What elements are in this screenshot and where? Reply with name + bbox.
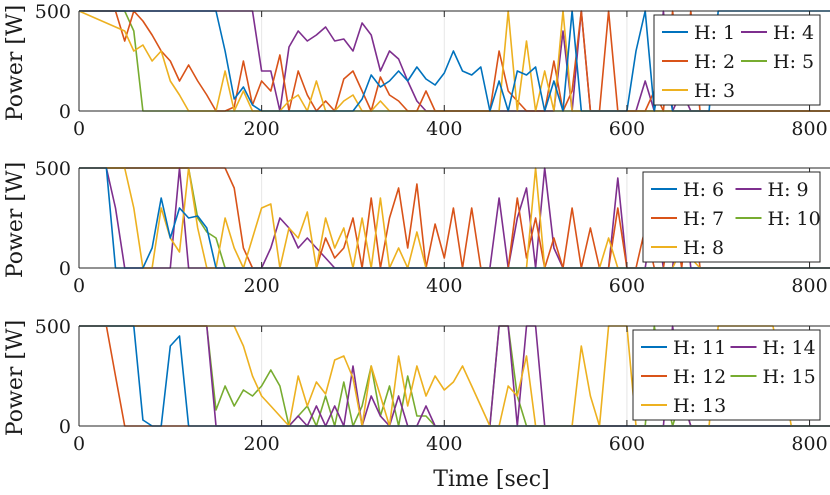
y-tick-label: 0 <box>59 416 71 438</box>
x-tick-label: 0 <box>73 275 85 297</box>
x-tick-label: 600 <box>609 275 645 297</box>
legend-label: H: 9 <box>768 179 809 201</box>
y-axis-label: Power [W] <box>3 320 28 436</box>
legend-label: H: 12 <box>673 366 726 388</box>
x-tick-label: 400 <box>426 275 462 297</box>
x-tick-label: 200 <box>244 275 280 297</box>
legend-label: H: 11 <box>673 337 726 359</box>
legend-label: H: 14 <box>763 337 816 359</box>
y-axis-label: Power [W] <box>3 162 28 278</box>
y-axis-label: Power [W] <box>3 5 28 121</box>
legend-label: H: 4 <box>773 22 814 44</box>
x-tick-label: 400 <box>426 433 462 455</box>
legend-label: H: 5 <box>773 51 814 73</box>
x-tick-label: 800 <box>791 118 827 140</box>
x-axis-label: Time [sec] <box>433 467 549 492</box>
legend-label: H: 6 <box>683 179 724 201</box>
y-tick-label: 0 <box>59 258 71 280</box>
y-tick-label: 500 <box>35 316 71 338</box>
y-tick-label: 0 <box>59 101 71 123</box>
x-tick-label: 800 <box>791 275 827 297</box>
panel-3: 0 200 400 600 800 0 500 Power [W] Time [sec] H: 1… <box>3 316 830 492</box>
legend-label: H: 10 <box>768 208 821 230</box>
x-tick-label: 800 <box>791 433 827 455</box>
y-tick-label: 500 <box>35 158 71 180</box>
legend-label: H: 13 <box>673 395 726 417</box>
y-tick-label: 500 <box>35 1 71 23</box>
legend-label: H: 2 <box>694 51 735 73</box>
x-tick-label: 200 <box>244 433 280 455</box>
legend: H: 11 H: 14 H: 12 H: 15 H: 13 <box>632 329 821 421</box>
legend-label: H: 15 <box>763 366 816 388</box>
legend: H: 1 H: 4 H: 2 H: 5 H: 3 <box>653 14 821 106</box>
x-tick-label: 0 <box>73 433 85 455</box>
x-tick-label: 200 <box>244 118 280 140</box>
x-tick-label: 600 <box>609 433 645 455</box>
x-tick-label: 0 <box>73 118 85 140</box>
x-tick-label: 400 <box>426 118 462 140</box>
legend-label: H: 3 <box>694 80 735 102</box>
legend-label: H: 8 <box>683 237 724 259</box>
legend-label: H: 1 <box>694 22 735 44</box>
x-tick-label: 600 <box>609 118 645 140</box>
legend-label: H: 7 <box>683 208 724 230</box>
legend: H: 6 H: 9 H: 7 H: 10 H: 8 <box>642 171 821 263</box>
